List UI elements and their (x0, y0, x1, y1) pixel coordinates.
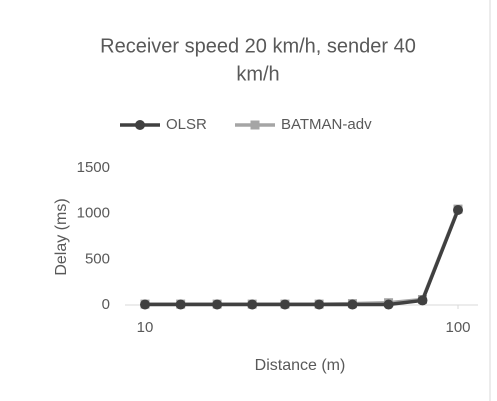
marker (417, 295, 428, 306)
legend-label: OLSR (166, 116, 207, 133)
marker (140, 299, 150, 310)
chart-title: km/h (236, 63, 279, 85)
legend-marker (250, 120, 260, 130)
marker (175, 299, 186, 310)
marker (279, 299, 290, 310)
marker (212, 299, 223, 310)
legend-label: BATMAN-adv (281, 116, 372, 133)
x-tick-label: 100 (445, 319, 470, 336)
y-axis-title: Delay (ms) (53, 198, 70, 275)
marker (347, 299, 358, 310)
marker (247, 299, 258, 310)
marker (453, 205, 463, 216)
marker (383, 299, 394, 310)
legend-marker (135, 120, 145, 130)
y-tick-label: 0 (102, 296, 110, 313)
y-tick-label: 500 (85, 250, 110, 267)
x-axis-title: Distance (m) (255, 357, 346, 374)
y-tick-label: 1500 (77, 159, 110, 176)
series-line (145, 209, 460, 307)
y-tick-label: 1000 (77, 205, 110, 222)
marker (314, 299, 325, 310)
x-tick-label: 10 (137, 319, 154, 336)
chart-title: Receiver speed 20 km/h, sender 40 (100, 35, 416, 57)
